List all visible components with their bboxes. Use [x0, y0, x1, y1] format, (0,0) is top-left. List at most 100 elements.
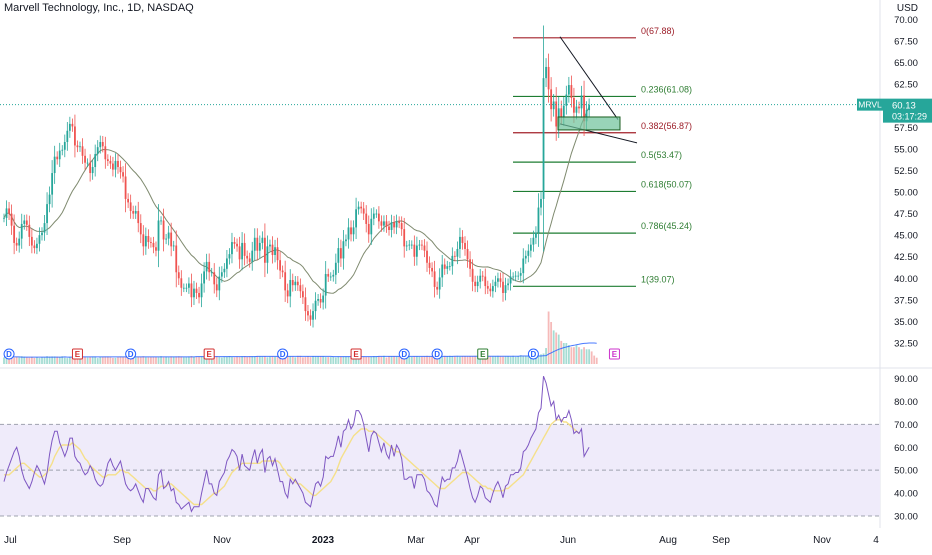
candle-body [479, 275, 482, 282]
volume-bar [372, 356, 375, 364]
volume-bar [243, 356, 246, 364]
volume-bar [436, 355, 439, 364]
candle-body [337, 248, 340, 263]
earnings-marker-icon[interactable] [608, 348, 620, 360]
candle-body [238, 246, 241, 260]
volume-bar [312, 356, 314, 364]
volume-bar [537, 355, 540, 364]
candle-body [400, 223, 403, 230]
dividend-marker-icon[interactable] [398, 348, 410, 360]
candle-body [362, 208, 365, 214]
candle-body [423, 245, 426, 251]
dividend-marker-icon[interactable] [277, 348, 289, 360]
volume-bar [385, 357, 388, 364]
price-tick-label: 50.00 [894, 188, 918, 199]
volume-bar [94, 356, 97, 364]
volume-bar [519, 355, 522, 364]
volume-bar [580, 349, 583, 364]
candle-body [327, 273, 330, 277]
volume-bar [426, 355, 428, 364]
candle-body [127, 198, 130, 203]
dividend-marker-icon[interactable] [431, 348, 443, 360]
earnings-marker-icon[interactable] [203, 348, 215, 360]
rsi-ma-line [4, 419, 580, 506]
candle-body [28, 224, 31, 237]
volume-bar [177, 356, 180, 364]
volume-bar [380, 356, 383, 364]
candle-body [489, 288, 492, 292]
candle-body [210, 272, 213, 274]
candle-body [180, 278, 183, 288]
candle-body [36, 243, 38, 249]
volume-bar [223, 356, 226, 364]
volume-bar [395, 356, 398, 364]
volume-bar [198, 356, 200, 364]
candle-body [137, 211, 140, 224]
time-tick-label: Aug [659, 535, 677, 546]
candle-body [352, 227, 355, 235]
candle-body [198, 292, 200, 298]
candle-body [464, 242, 466, 249]
dividend-marker-icon[interactable] [125, 348, 137, 360]
candle-body [398, 221, 401, 224]
price-tick-label: 57.50 [894, 123, 918, 134]
volume-bar [180, 356, 183, 364]
candle-body [365, 213, 368, 224]
candle-body [575, 106, 578, 113]
countdown-value: 03:17:29 [892, 112, 927, 122]
volume-bar [155, 357, 157, 364]
volume-bar [23, 356, 26, 364]
volume-bar [195, 356, 198, 364]
candle-body [565, 94, 568, 106]
support-zone-box[interactable] [557, 116, 621, 131]
candle-body [312, 311, 314, 320]
candle-body [413, 244, 416, 257]
volume-bar [172, 356, 175, 364]
volume-bar [81, 356, 84, 364]
volume-bar [89, 356, 92, 364]
volume-bar [370, 356, 373, 364]
volume-bar [502, 356, 504, 364]
time-tick-label: Mar [407, 535, 425, 546]
trend-line-upper[interactable] [559, 36, 619, 120]
time-tick-label: Jul [4, 535, 17, 546]
candle-body [281, 270, 284, 273]
volume-bar [413, 356, 416, 364]
candle-body [112, 163, 114, 170]
time-tick-label: Sep [113, 535, 131, 546]
volume-bar [33, 357, 36, 364]
volume-bar [433, 357, 436, 364]
volume-bar [205, 356, 208, 364]
rsi-tick-label: 50.00 [894, 466, 918, 477]
dividend-marker-icon[interactable] [3, 348, 15, 360]
price-tick-label: 37.50 [894, 295, 918, 306]
earnings-marker-icon[interactable] [350, 348, 362, 360]
candle-body [405, 245, 408, 247]
volume-bar [443, 355, 446, 364]
volume-bar [139, 357, 142, 364]
candle-body [540, 198, 542, 208]
volume-bar [109, 357, 112, 364]
volume-bar [332, 356, 335, 364]
candle-body [63, 141, 66, 150]
fib-level-label: 0.618(50.07) [641, 179, 692, 189]
candle-body [205, 261, 208, 272]
volume-bar [218, 357, 221, 364]
volume-bar [529, 354, 532, 364]
candle-body [258, 242, 261, 251]
candle-body [10, 213, 13, 226]
earnings-marker-icon[interactable] [71, 348, 83, 360]
volume-bar [162, 357, 165, 364]
volume-bar [15, 356, 18, 364]
earnings-marker-icon[interactable] [477, 348, 489, 360]
volume-bar [375, 356, 378, 364]
volume-bar [535, 354, 537, 364]
dividend-marker-icon[interactable] [527, 348, 539, 360]
volume-bar [56, 356, 59, 364]
volume-bar [231, 357, 233, 364]
volume-bar [476, 356, 479, 364]
candle-body [89, 162, 92, 174]
volume-bar [182, 357, 185, 364]
price-tick-label: 70.00 [894, 15, 918, 26]
